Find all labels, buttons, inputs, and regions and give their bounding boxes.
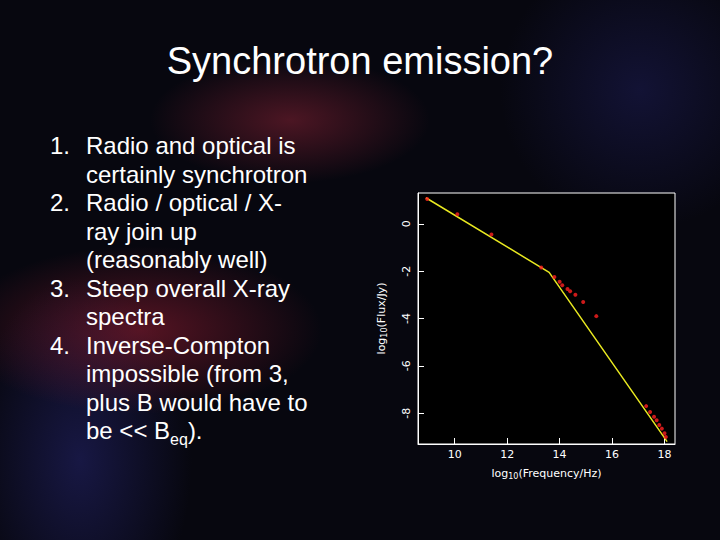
html-text:be << Beq).: be << Beq). — [86, 417, 203, 448]
svg-text:18: 18 — [658, 448, 672, 461]
html-text:ray join up: ray join up — [86, 217, 197, 245]
html-text:plus B would have to: plus B would have to — [86, 388, 308, 416]
svg-text:0: 0 — [400, 220, 413, 227]
html-text:Steep overall X-ray: Steep overall X-ray — [86, 274, 291, 302]
html-text:(reasonably well): (reasonably well) — [86, 246, 268, 273]
html-text:certainly synchrotron: certainly synchrotron — [86, 160, 308, 188]
svg-text:-2: -2 — [400, 266, 413, 277]
svg-text:-6: -6 — [400, 360, 413, 371]
html-text:1.: 1. — [50, 132, 70, 159]
html-text:Radio / optical / X-: Radio / optical / X- — [86, 189, 283, 216]
svg-text:log: log — [375, 338, 388, 355]
svg-text:(Frequency/Hz): (Frequency/Hz) — [518, 467, 601, 480]
html-text:Radio and optical is: Radio and optical is — [86, 132, 296, 159]
html-text:spectra: spectra — [86, 303, 165, 330]
svg-text:14: 14 — [553, 448, 567, 461]
svg-text:-8: -8 — [400, 408, 413, 419]
html-text:impossible (from 3,: impossible (from 3, — [86, 360, 289, 387]
svg-text:10: 10 — [508, 472, 518, 481]
html-text:4.: 4. — [50, 331, 70, 359]
svg-text:12: 12 — [500, 448, 514, 461]
svg-text:(Flux/Jy): (Flux/Jy) — [375, 283, 388, 328]
svg-text:log: log — [491, 467, 508, 480]
html-text:Synchrotron emission?: Synchrotron emission? — [166, 40, 554, 82]
svg-text:16: 16 — [605, 448, 619, 461]
svg-text:-4: -4 — [400, 313, 413, 324]
html-text:2.: 2. — [50, 189, 70, 216]
svg-text:10: 10 — [448, 448, 462, 461]
html-text:Inverse-Compton: Inverse-Compton — [86, 331, 271, 359]
html-text:3.: 3. — [50, 274, 70, 302]
svg-text:10: 10 — [380, 327, 389, 337]
